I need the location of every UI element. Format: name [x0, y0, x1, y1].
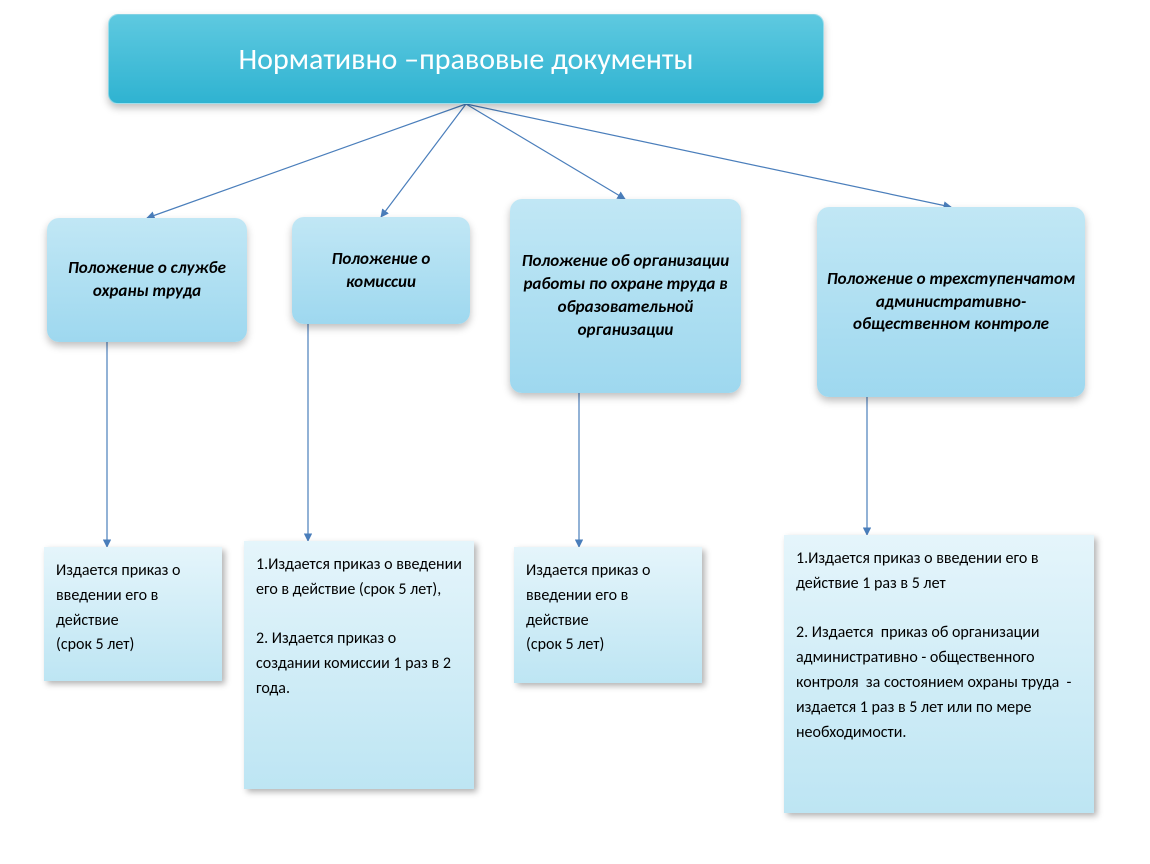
mid-node-label: Положение о службе охраны труда — [55, 257, 239, 303]
mid-node-label: Положение об организации работы по охран… — [518, 250, 733, 342]
mid-node-0: Положение о службе охраны труда — [47, 218, 247, 342]
mid-node-3: Положение о трехступенчатом администрати… — [817, 207, 1085, 397]
root-node-label: Нормативно –правовые документы — [238, 41, 693, 78]
leaf-node-label: 1.Издается приказ о введении его в дейст… — [256, 553, 462, 702]
leaf-node-label: 1.Издается приказ о введении его в дейст… — [796, 547, 1082, 745]
leaf-node-2: Издается приказ о введении его в действи… — [514, 547, 702, 683]
leaf-node-3: 1.Издается приказ о введении его в дейст… — [784, 535, 1094, 813]
leaf-node-label: Издается приказ о введении его в действи… — [56, 559, 210, 658]
mid-node-label: Положение о трехступенчатом администрати… — [825, 268, 1077, 337]
leaf-node-label: Издается приказ о введении его в действи… — [526, 559, 690, 658]
mid-node-label: Положение о комиссии — [300, 248, 462, 294]
leaf-node-0: Издается приказ о введении его в действи… — [44, 547, 222, 681]
mid-node-2: Положение об организации работы по охран… — [510, 199, 741, 393]
mid-node-1: Положение о комиссии — [292, 217, 470, 324]
root-node: Нормативно –правовые документы — [108, 14, 824, 104]
leaf-node-1: 1.Издается приказ о введении его в дейст… — [244, 541, 474, 789]
